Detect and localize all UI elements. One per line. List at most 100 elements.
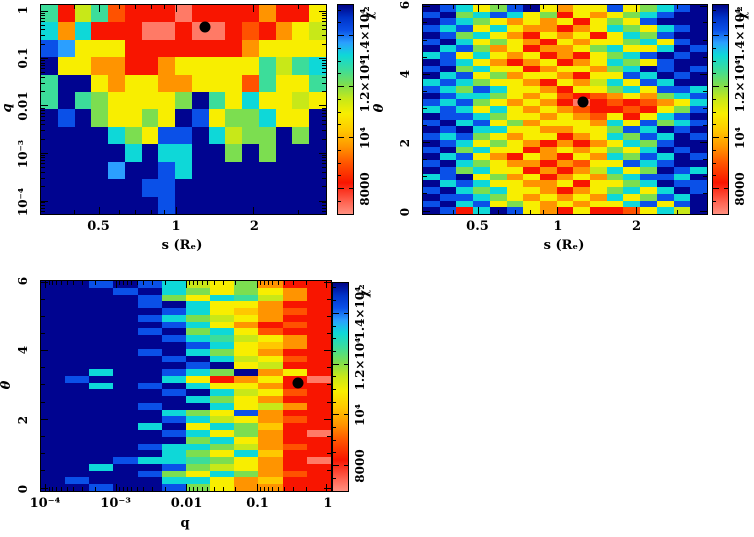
- heatmap-cell: [113, 477, 138, 485]
- axis-tick: [542, 210, 544, 214]
- heatmap-cell: [456, 112, 474, 120]
- heatmap-cell: [656, 18, 674, 26]
- axis-tick: [193, 281, 195, 285]
- heatmap-cell: [673, 38, 691, 46]
- axis-tick: [41, 350, 48, 352]
- heatmap-cell: [456, 153, 474, 161]
- heatmap-cell: [275, 179, 293, 197]
- heatmap-cell: [309, 126, 326, 145]
- heatmap-cell: [690, 166, 707, 174]
- axis-tick: [635, 5, 637, 12]
- axis-tick: [703, 125, 707, 127]
- heatmap-panel-theta-vs-s: [422, 4, 708, 215]
- heatmap-cell: [606, 180, 624, 188]
- heatmap-cell: [656, 85, 674, 93]
- heatmap-cell: [137, 402, 162, 410]
- heatmap-cell: [523, 79, 540, 86]
- heatmap-cell: [456, 45, 474, 53]
- axis-tick: [197, 281, 199, 285]
- x-tick-label: 10⁻⁴: [29, 496, 61, 511]
- heatmap-cell: [489, 65, 507, 73]
- heatmap-cell: [423, 207, 440, 214]
- heatmap-cell: [65, 375, 90, 383]
- heatmap-cell: [65, 457, 90, 464]
- heatmap-cell: [673, 146, 691, 154]
- heatmap-cell: [523, 65, 540, 73]
- heatmap-cell: [208, 144, 226, 162]
- heatmap-cell: [161, 382, 186, 390]
- heatmap-cell: [456, 25, 474, 32]
- heatmap-cell: [673, 153, 691, 161]
- heatmap-cell: [673, 52, 691, 59]
- heatmap-cell: [41, 382, 66, 390]
- heatmap-cell: [539, 112, 557, 120]
- heatmap-cell: [258, 109, 276, 127]
- heatmap-cell: [690, 180, 707, 188]
- heatmap-cell: [690, 173, 707, 181]
- heatmap-cell: [41, 144, 58, 162]
- heatmap-cell: [113, 430, 138, 437]
- heatmap-cell: [161, 308, 186, 315]
- heatmap-cell: [210, 389, 235, 397]
- axis-tick: [305, 281, 307, 285]
- heatmap-cell: [573, 72, 591, 80]
- axis-tick: [41, 17, 45, 19]
- heatmap-cell: [656, 119, 674, 127]
- heatmap-cell: [225, 57, 243, 75]
- heatmap-cell: [590, 85, 607, 93]
- heatmap-cell: [234, 436, 259, 444]
- heatmap-cell: [41, 375, 66, 383]
- heatmap-cell: [234, 341, 259, 349]
- heatmap-cell: [556, 126, 574, 134]
- heatmap-cell: [623, 18, 641, 26]
- heatmap-cell: [473, 92, 490, 100]
- heatmap-cell: [656, 31, 674, 39]
- y-tick-label: 0: [16, 484, 30, 494]
- heatmap-cell: [489, 85, 507, 93]
- axis-tick: [327, 298, 331, 300]
- heatmap-cell: [292, 196, 310, 214]
- heatmap-cell: [258, 301, 283, 309]
- heatmap-cell: [606, 106, 624, 113]
- heatmap-cell: [282, 430, 307, 437]
- axis-tick: [122, 281, 124, 285]
- heatmap-cell: [113, 355, 138, 363]
- heatmap-cell: [89, 470, 114, 478]
- axis-tick: [41, 160, 45, 162]
- heatmap-cell: [161, 287, 186, 295]
- heatmap-cell: [258, 161, 276, 180]
- heatmap-cell: [41, 430, 66, 437]
- axis-tick: [41, 43, 45, 45]
- heatmap-cell: [473, 72, 490, 80]
- heatmap-cell: [258, 409, 283, 417]
- heatmap-cell: [161, 355, 186, 363]
- axis-tick: [349, 35, 353, 36]
- heatmap-cell: [161, 463, 186, 471]
- heatmap-cell: [210, 409, 235, 417]
- axis-tick: [41, 58, 48, 59]
- heatmap-cell: [282, 484, 307, 491]
- axis-tick: [48, 487, 50, 491]
- heatmap-cell: [606, 187, 624, 194]
- heatmap-cell: [292, 179, 310, 197]
- axis-tick: [41, 157, 45, 159]
- axis-tick: [41, 72, 45, 74]
- heatmap-cell: [137, 369, 162, 376]
- axis-tick: [41, 110, 45, 112]
- heatmap-cell: [640, 187, 657, 194]
- heatmap-cell: [656, 133, 674, 140]
- axis-tick: [207, 487, 209, 491]
- heatmap-cell: [306, 348, 331, 356]
- axis-tick: [41, 105, 48, 107]
- heatmap-cell: [456, 180, 474, 188]
- heatmap-cell: [161, 450, 186, 458]
- heatmap-cell: [282, 341, 307, 349]
- axis-tick: [41, 76, 45, 78]
- heatmap-cell: [113, 396, 138, 403]
- heatmap-cell: [258, 389, 283, 397]
- axis-tick: [41, 333, 45, 334]
- axis-tick: [45, 281, 47, 288]
- heatmap-cell: [161, 341, 186, 349]
- heatmap-cell: [108, 196, 125, 214]
- heatmap-cell: [41, 396, 66, 403]
